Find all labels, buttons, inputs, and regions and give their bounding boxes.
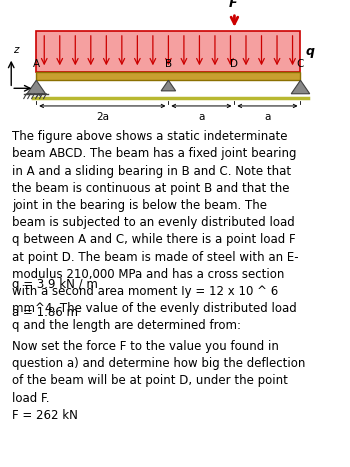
Text: z: z: [13, 44, 18, 55]
Text: q = 3.9 kN / m: q = 3.9 kN / m: [12, 278, 98, 291]
Text: C: C: [297, 59, 304, 69]
Text: F: F: [229, 0, 238, 10]
Text: A: A: [33, 59, 40, 69]
Text: x: x: [36, 89, 42, 99]
Text: a: a: [198, 112, 205, 121]
Text: B: B: [165, 59, 172, 69]
Text: q: q: [306, 45, 315, 58]
Bar: [36, 30, 300, 72]
Text: 2a: 2a: [96, 112, 109, 121]
Bar: [36, 72, 300, 80]
Text: a = 1.86 m: a = 1.86 m: [12, 306, 78, 319]
Polygon shape: [161, 80, 176, 91]
Polygon shape: [291, 80, 310, 94]
Text: D: D: [230, 59, 238, 69]
Text: a: a: [264, 112, 271, 121]
Text: Now set the force F to the value you found in
question a) and determine how big : Now set the force F to the value you fou…: [12, 340, 306, 422]
Text: The figure above shows a static indeterminate
beam ABCD. The beam has a fixed jo: The figure above shows a static indeterm…: [12, 130, 299, 333]
Polygon shape: [27, 80, 46, 94]
